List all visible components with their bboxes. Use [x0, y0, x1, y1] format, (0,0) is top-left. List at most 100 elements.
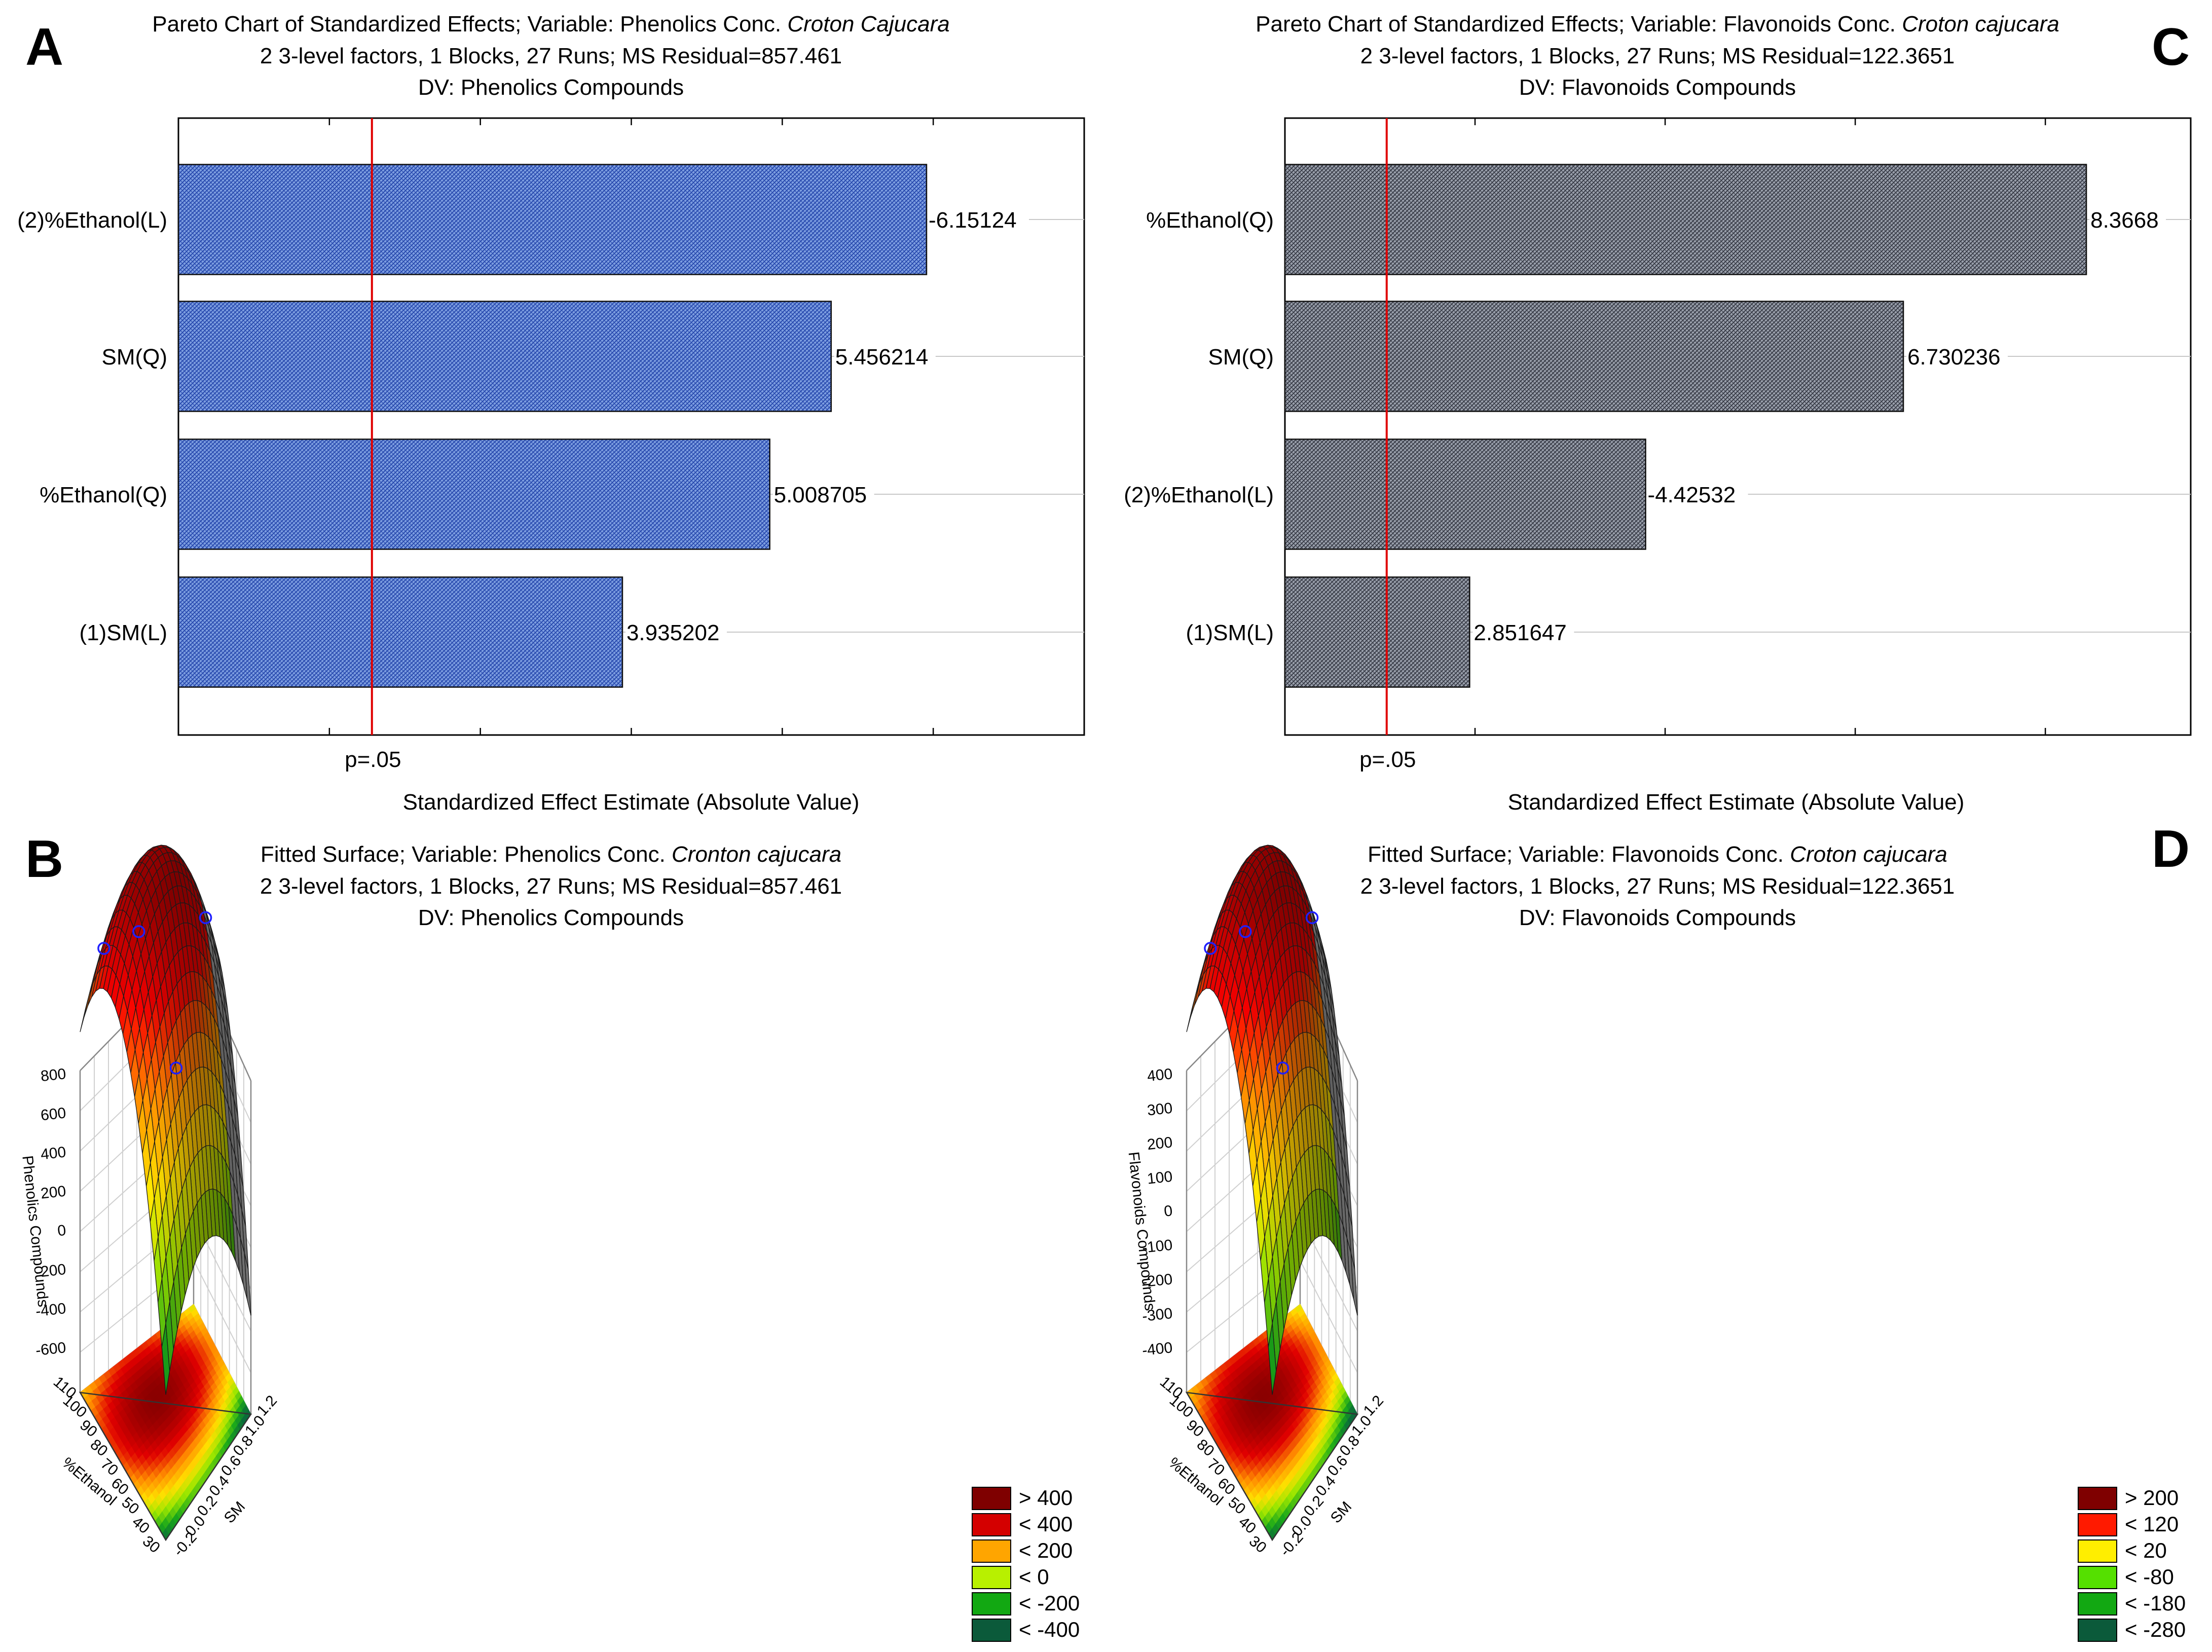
chart-subtitle: 2 3-level factors, 1 Blocks, 27 Runs; MS…: [260, 44, 842, 68]
pareto-chart-flavonoids: Pareto Chart of Standardized Effects; Va…: [1124, 12, 2192, 815]
value-label: 5.456214: [835, 345, 929, 370]
panel-letter-c: C: [2152, 18, 2190, 77]
z-tick-label: -100: [1141, 1237, 1173, 1257]
legend-swatch: [2078, 1539, 2117, 1563]
value-label-bg: [927, 207, 1029, 232]
value-label: 8.3668: [2090, 208, 2159, 233]
bars: [1284, 164, 2087, 688]
category-label: (1)SM(L): [1186, 620, 1274, 645]
x-tick-label: 30: [139, 1533, 163, 1557]
chart-title-prefix: Fitted Surface; Variable: Phenolics Conc…: [261, 842, 672, 867]
chart-title-prefix: Pareto Chart of Standardized Effects; Va…: [1256, 12, 1902, 36]
z-tick-label: 0: [57, 1222, 67, 1240]
legend-swatch: [972, 1566, 1011, 1589]
chart-subtitle: 2 3-level factors, 1 Blocks, 27 Runs; MS…: [260, 874, 842, 899]
category-label: SM(Q): [101, 345, 167, 370]
chart-dv-label: DV: Flavonoids Compounds: [1519, 905, 1796, 930]
bar: [177, 301, 832, 412]
category-label: (2)%Ethanol(L): [1124, 483, 1274, 507]
chart-subtitle: 2 3-level factors, 1 Blocks, 27 Runs; MS…: [1360, 874, 1955, 899]
category-labels: %Ethanol(Q) SM(Q) (2)%Ethanol(L) (1)SM(L): [1124, 208, 1274, 645]
x-ticks: [328, 118, 934, 735]
chart-subtitle: 2 3-level factors, 1 Blocks, 27 Runs; MS…: [1360, 44, 1955, 68]
x-axis-label: Standardized Effect Estimate (Absolute V…: [403, 790, 860, 815]
bar: [177, 576, 623, 688]
surface: 4003002001000-100-200-300-40011010090807…: [1125, 845, 1387, 1560]
surface: 8006004002000-200-400-600110100908070605…: [19, 845, 280, 1560]
value-label: 5.008705: [774, 483, 867, 507]
chart-title: Fitted Surface; Variable: Flavonoids Con…: [1368, 842, 1947, 867]
surface-plot-phenolics: Fitted Surface; Variable: Phenolics Conc…: [19, 842, 1080, 1642]
legend: > 200< 120< 20 < -80< -180 < -280: [2078, 1486, 2186, 1642]
observed-point: [132, 925, 145, 938]
value-label-bg: [772, 482, 874, 506]
chart-title-prefix: Pareto Chart of Standardized Effects; Va…: [152, 12, 787, 36]
value-label-bg: [2089, 207, 2166, 232]
surface-cell: [1268, 1323, 1277, 1395]
bar: [177, 438, 770, 550]
observed-point: [1239, 925, 1252, 938]
category-label: (2)%Ethanol(L): [17, 208, 167, 233]
chart-title-species: Cronton cajucara: [672, 842, 841, 867]
x-tick-label: 30: [1246, 1533, 1270, 1557]
chart-title: Pareto Chart of Standardized Effects; Va…: [152, 12, 949, 36]
observed-point: [1305, 911, 1319, 925]
value-labels: -6.15124 5.456214 5.008705 3.935202: [625, 207, 1029, 645]
legend-label: < -200: [1019, 1591, 1080, 1615]
z-tick-label: 100: [1147, 1168, 1173, 1188]
value-label-bg: [1472, 620, 1574, 644]
legend-swatch: [2078, 1566, 2117, 1589]
z-tick-label: -200: [35, 1261, 67, 1281]
chart-dv-label: DV: Phenolics Compounds: [418, 905, 684, 930]
category-label: SM(Q): [1208, 345, 1274, 370]
legend-swatch: [972, 1487, 1011, 1510]
legend-label: < -80: [2125, 1565, 2174, 1589]
observed-point: [1204, 942, 1217, 955]
legend-swatch: [2078, 1513, 2117, 1536]
legend: > 400< 400< 200 < 0< -200 < -400: [972, 1486, 1080, 1642]
observed-point: [199, 911, 212, 925]
y-axis-label: SM: [1328, 1498, 1355, 1527]
legend-label: < 400: [1019, 1512, 1073, 1536]
legend-swatch: [2078, 1487, 2117, 1510]
y-axis-label: SM: [221, 1498, 249, 1527]
z-tick-label: 400: [1147, 1066, 1173, 1085]
category-label: (1)SM(L): [79, 620, 167, 645]
value-label: 2.851647: [1473, 620, 1567, 645]
category-label: %Ethanol(Q): [1146, 208, 1274, 233]
legend-label: < -400: [1019, 1618, 1080, 1641]
legend-label: < 200: [1019, 1538, 1073, 1562]
value-label-bg: [834, 344, 936, 369]
category-label: %Ethanol(Q): [40, 483, 167, 507]
z-tick-label: 0: [1163, 1202, 1173, 1220]
z-tick-label: -400: [35, 1300, 67, 1320]
x-axis-label: Standardized Effect Estimate (Absolute V…: [1508, 790, 1965, 815]
bar: [1284, 164, 2087, 275]
pareto-chart-phenolics: Pareto Chart of Standardized Effects; Va…: [17, 12, 1085, 815]
z-tick-label: -400: [1141, 1339, 1173, 1359]
z-tick-label: -300: [1141, 1305, 1173, 1325]
legend-label: < -280: [2125, 1618, 2186, 1641]
value-labels: 8.3668 6.730236 -4.42532 2.851647: [1472, 207, 2166, 645]
legend-label: > 200: [2125, 1486, 2179, 1510]
legend-label: < 0: [1019, 1565, 1049, 1589]
value-label: 3.935202: [626, 620, 720, 645]
chart-title: Pareto Chart of Standardized Effects; Va…: [1256, 12, 2059, 36]
value-label-bg: [1646, 482, 1748, 506]
panel-letter-b: B: [25, 830, 63, 889]
z-axis-label: Phenolics Compounds: [19, 1155, 51, 1308]
chart-title: Fitted Surface; Variable: Phenolics Conc…: [261, 842, 841, 867]
category-labels: (2)%Ethanol(L) SM(Q) %Ethanol(Q) (1)SM(L): [17, 208, 167, 645]
threshold-label: p=.05: [1359, 747, 1416, 772]
observed-point: [1276, 1061, 1289, 1075]
bar: [1284, 301, 1904, 412]
threshold-label: p=.05: [345, 747, 401, 772]
legend-swatch: [972, 1592, 1011, 1616]
z-tick-label: 200: [40, 1183, 67, 1202]
legend-swatch: [2078, 1592, 2117, 1616]
chart-title-prefix: Fitted Surface; Variable: Flavonoids Con…: [1368, 842, 1790, 867]
x-ticks: [1474, 118, 2046, 735]
z-tick-label: -600: [35, 1339, 67, 1359]
observed-point: [97, 942, 110, 955]
